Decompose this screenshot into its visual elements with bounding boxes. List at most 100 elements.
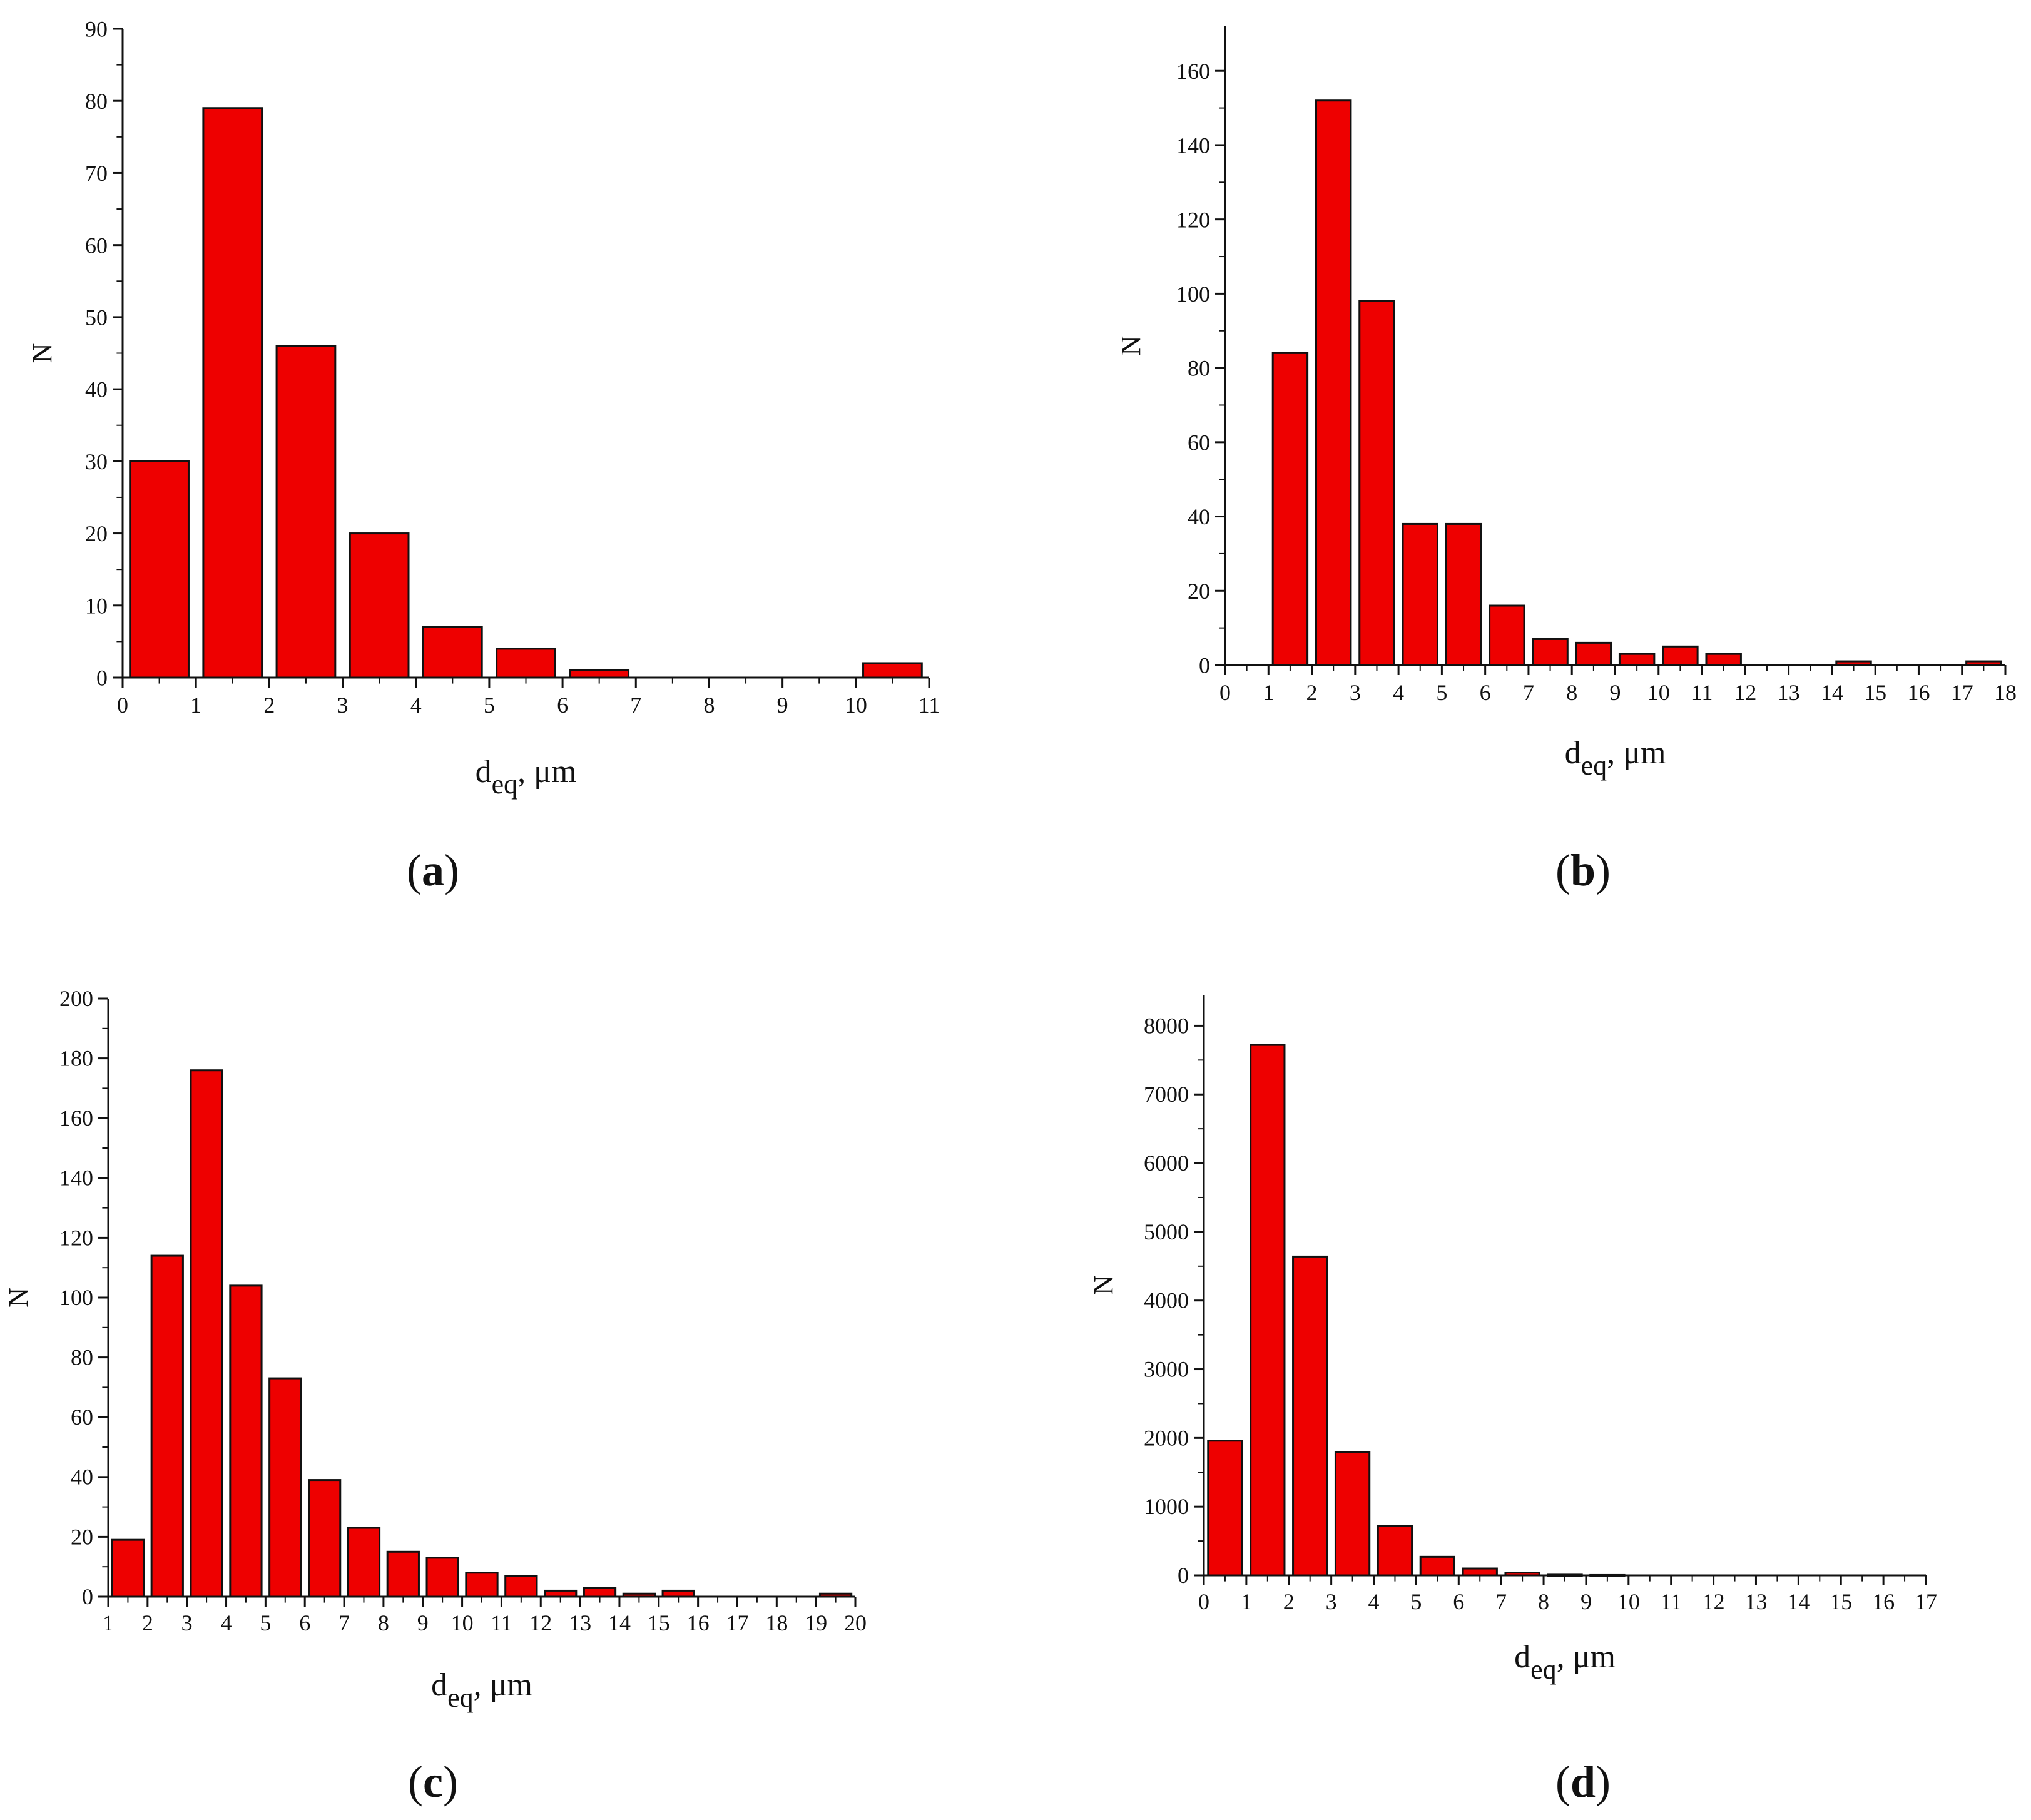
x-axis-title: deq, μm	[1565, 735, 1666, 781]
x-tick-label: 0	[1198, 1589, 1209, 1614]
x-axis-title: deq, μm	[431, 1667, 532, 1713]
x-tick-label: 3	[337, 693, 349, 718]
bar	[1532, 638, 1569, 666]
x-tick-label: 14	[1787, 1589, 1810, 1614]
x-tick-label: 8	[703, 693, 715, 718]
y-tick-label: 60	[85, 233, 108, 258]
x-tick-label: 14	[1821, 680, 1843, 705]
bar	[496, 648, 556, 679]
x-axis-title: deq, μm	[1514, 1639, 1616, 1685]
y-tick-label: 160	[1176, 59, 1210, 84]
y-tick-label: 0	[82, 1584, 93, 1609]
x-tick-label: 11	[491, 1610, 512, 1635]
x-tick-label: 10	[1647, 680, 1670, 705]
x-tick-label: 9	[1610, 680, 1621, 705]
y-axis-title: N	[1088, 1275, 1119, 1295]
x-tick-label: 0	[117, 693, 128, 718]
x-tick-label: 7	[1523, 680, 1534, 705]
y-tick-label: 100	[59, 1285, 93, 1310]
bar	[307, 1479, 342, 1598]
bars-a	[129, 107, 923, 679]
x-tick-label: 6	[299, 1610, 310, 1635]
y-tick-label: 90	[85, 17, 108, 42]
x-tick-label: 6	[557, 693, 568, 718]
bar	[275, 345, 337, 679]
axes-b: 0 1 2 3 4 5 6 7 8 9 10 11 12 13 14 15 16 17 18020406080100…	[1176, 26, 2017, 705]
x-tick-label: 0	[1219, 680, 1231, 705]
bar	[569, 669, 630, 679]
bar	[465, 1572, 499, 1598]
y-tick-label: 180	[59, 1046, 93, 1071]
y-tick-label: 140	[59, 1166, 93, 1191]
y-tick-label: 20	[85, 521, 108, 546]
x-tick-label: 20	[844, 1610, 867, 1635]
x-tick-label: 18	[1994, 680, 2017, 705]
bar	[1334, 1451, 1371, 1577]
y-tick-label: 7000	[1144, 1082, 1189, 1107]
x-tick-label: 13	[1744, 1589, 1767, 1614]
x-tick-label: 1	[1263, 680, 1274, 705]
x-tick-label: 1	[103, 1610, 114, 1635]
bar	[862, 662, 923, 679]
y-tick-label: 0	[1199, 653, 1210, 678]
y-tick-label: 120	[1176, 207, 1210, 232]
x-tick-label: 18	[765, 1610, 788, 1635]
x-tick-label: 3	[1350, 680, 1361, 705]
bar	[1419, 1555, 1456, 1577]
x-tick-label: 3	[181, 1610, 193, 1635]
x-tick-label: 4	[221, 1610, 232, 1635]
x-tick-label: 12	[1734, 680, 1756, 705]
x-tick-label: 15	[1864, 680, 1886, 705]
bar	[1250, 1044, 1286, 1577]
bar	[422, 626, 483, 679]
x-tick-label: 8	[378, 1610, 389, 1635]
bar	[504, 1575, 538, 1598]
x-tick-label: 2	[1283, 1589, 1295, 1614]
x-tick-label: 8	[1566, 680, 1577, 705]
x-tick-label: 8	[1538, 1589, 1549, 1614]
bar	[1705, 653, 1742, 666]
x-tick-label: 15	[648, 1610, 670, 1635]
bar	[425, 1557, 459, 1598]
x-tick-label: 11	[919, 693, 940, 718]
y-tick-label: 40	[1188, 504, 1210, 529]
y-tick-label: 3000	[1144, 1356, 1189, 1381]
x-tick-label: 11	[1660, 1589, 1682, 1614]
bar	[1207, 1440, 1243, 1577]
y-tick-label: 80	[71, 1345, 93, 1370]
bar	[202, 107, 263, 679]
bars-b	[1271, 99, 2002, 666]
chart-panel-c: 1 2 3 4 5 6 7 8 9 10 11 12 13 14 15 16 17 18 19 20020406080…	[3, 986, 867, 1807]
bar	[229, 1284, 263, 1598]
y-tick-label: 60	[1188, 430, 1210, 455]
y-tick-label: 0	[1178, 1563, 1189, 1588]
y-axis-title: N	[27, 343, 58, 363]
bars-d	[1207, 1044, 1626, 1577]
y-tick-label: 50	[85, 305, 108, 330]
x-tick-label: 17	[1915, 1589, 1937, 1614]
x-tick-label: 10	[845, 693, 867, 718]
panel-label-d: (d)	[1555, 1757, 1611, 1807]
x-tick-label: 16	[687, 1610, 710, 1635]
y-tick-label: 40	[71, 1465, 93, 1490]
x-tick-label: 9	[1581, 1589, 1592, 1614]
bar	[1662, 645, 1699, 666]
x-tick-label: 13	[1778, 680, 1800, 705]
y-tick-label: 200	[59, 986, 93, 1011]
y-axis-title: N	[1116, 336, 1146, 356]
y-tick-label: 0	[96, 666, 108, 691]
chart-panel-b: 0 1 2 3 4 5 6 7 8 9 10 11 12 13 14 15 16 17 18020406080100…	[1116, 26, 2017, 895]
x-tick-label: 5	[1436, 680, 1447, 705]
y-tick-label: 30	[85, 449, 108, 474]
x-tick-label: 14	[608, 1610, 631, 1635]
y-tick-label: 80	[85, 89, 108, 114]
x-tick-label: 4	[1368, 1589, 1380, 1614]
bar	[1489, 604, 1525, 666]
bar	[1377, 1525, 1413, 1577]
x-tick-label: 5	[260, 1610, 271, 1635]
x-tick-label: 19	[805, 1610, 827, 1635]
x-tick-label: 7	[1495, 1589, 1507, 1614]
y-tick-label: 1000	[1144, 1494, 1189, 1519]
x-tick-label: 16	[1872, 1589, 1895, 1614]
